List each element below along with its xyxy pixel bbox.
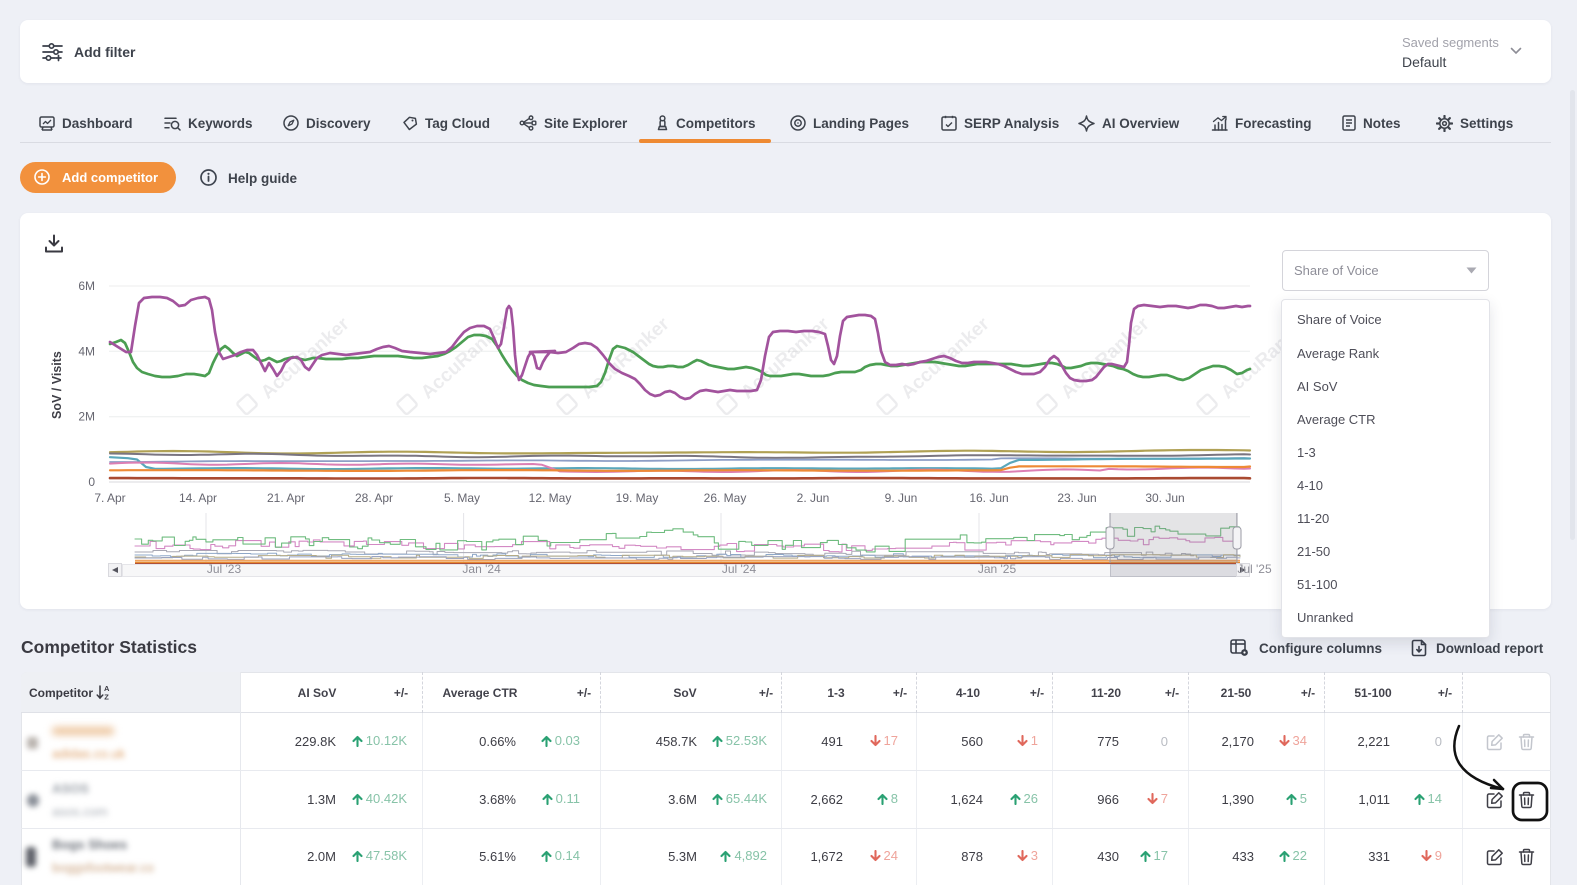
svg-text:28. Apr: 28. Apr: [355, 491, 393, 505]
svg-text:30. Jun: 30. Jun: [1145, 491, 1184, 505]
svg-text:0: 0: [88, 475, 95, 489]
svg-text:12. May: 12. May: [529, 491, 572, 505]
svg-text:Jan '25: Jan '25: [978, 562, 1017, 576]
svg-text:19. May: 19. May: [616, 491, 659, 505]
svg-text:Jul '23: Jul '23: [207, 562, 242, 576]
svg-text:4M: 4M: [78, 344, 95, 358]
svg-text:Jul '25: Jul '25: [1237, 562, 1272, 576]
svg-text:2M: 2M: [78, 410, 95, 424]
svg-text:26. May: 26. May: [704, 491, 747, 505]
svg-text:Jan '24: Jan '24: [462, 562, 501, 576]
svg-text:Jul '24: Jul '24: [722, 562, 757, 576]
svg-text:A: A: [104, 684, 110, 693]
svg-text:AccuRanker: AccuRanker: [417, 313, 514, 403]
svg-text:9. Jun: 9. Jun: [885, 491, 918, 505]
svg-text:5. May: 5. May: [444, 491, 480, 505]
svg-text:AccuRanker: AccuRanker: [897, 313, 994, 403]
svg-text:7. Apr: 7. Apr: [94, 491, 125, 505]
svg-text:16. Jun: 16. Jun: [969, 491, 1008, 505]
svg-text:AccuRanker: AccuRanker: [577, 313, 674, 403]
svg-text:23. Jun: 23. Jun: [1057, 491, 1096, 505]
svg-text:2. Jun: 2. Jun: [797, 491, 830, 505]
svg-text:14. Apr: 14. Apr: [179, 491, 217, 505]
svg-text:AccuRanker: AccuRanker: [1057, 313, 1154, 403]
svg-text:21. Apr: 21. Apr: [267, 491, 305, 505]
svg-text:6M: 6M: [78, 279, 95, 293]
svg-text:Z: Z: [104, 693, 109, 702]
